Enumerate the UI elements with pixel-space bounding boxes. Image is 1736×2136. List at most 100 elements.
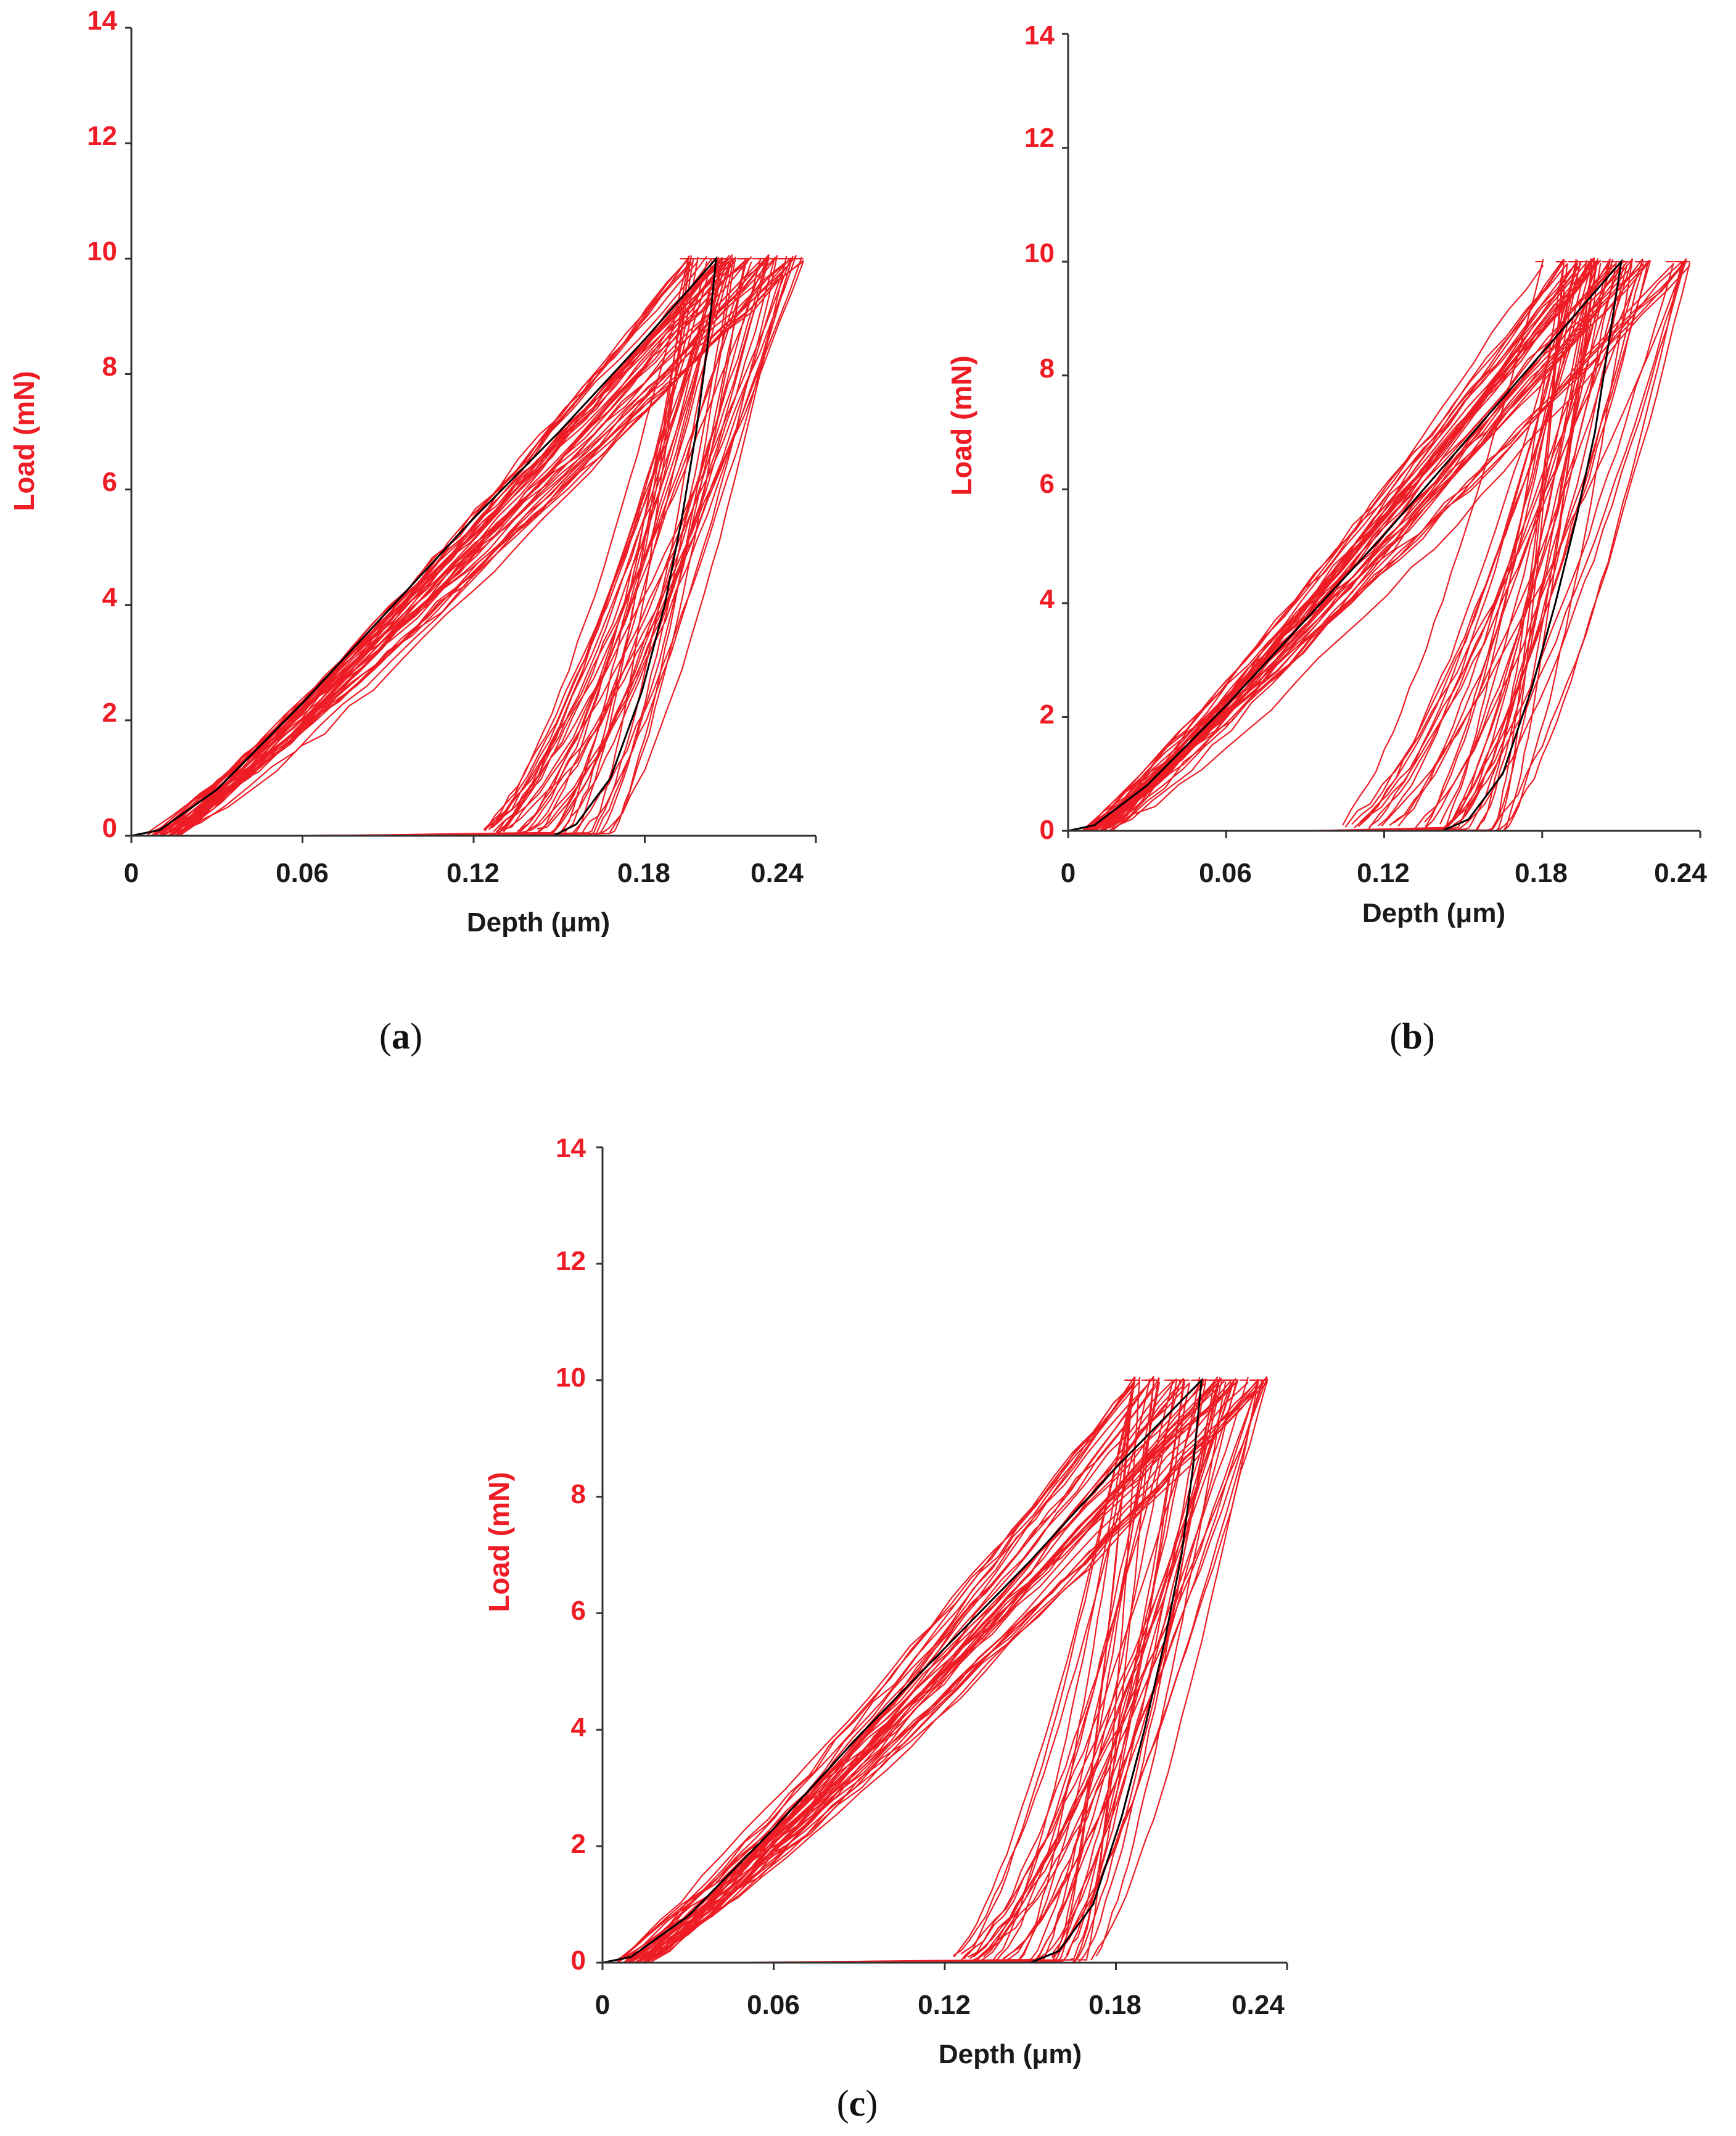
chart-b-unloading-curve <box>1309 260 1650 832</box>
chart-a-unloading-curve <box>501 255 797 831</box>
chart-c-loading-curve <box>616 1382 1151 1961</box>
chart-c-unloading-curve <box>771 1378 1154 1964</box>
chart-c-svg: Load (mN) 0 2 4 6 8 10 12 14 0 0.06 0.12… <box>483 1133 1288 2069</box>
chart-a-axis-ticks <box>125 27 817 843</box>
chart-c-xtick-0.24: 0.24 <box>1232 1990 1285 2020</box>
chart-b-loading-curve <box>1098 262 1628 832</box>
chart-b-loading-curve <box>1093 261 1565 831</box>
chart-c-unloading-curve <box>1066 1379 1207 1956</box>
chart-b-unloading-curve <box>1385 262 1683 832</box>
chart-b-x-ticks: 0 0.06 0.12 0.18 0.24 <box>1061 858 1708 888</box>
chart-c-unloading-curve <box>892 1380 1178 1964</box>
chart-c-loading-curve <box>628 1379 1259 1962</box>
chart-a-svg: Load (mN) 0 2 4 6 8 10 12 14 0 0.06 0.12… <box>8 6 817 938</box>
chart-panel-b: Load (mN) 0 2 4 6 8 10 12 14 0 0.06 0.12… <box>931 0 1736 1057</box>
chart-a-ytick-4: 4 <box>102 582 118 612</box>
chart-b-unloading-curve <box>1425 262 1581 827</box>
chart-a-xtick-0: 0 <box>124 858 139 888</box>
chart-a-xtick-0.24: 0.24 <box>751 858 804 888</box>
chart-b-loading-curve <box>1083 260 1565 831</box>
chart-b-unloading-curve <box>1320 263 1598 832</box>
chart-a-unloading-curve <box>480 261 787 837</box>
chart-c-unloading-curve <box>1052 1380 1223 1953</box>
chart-c-unloading-curve <box>1090 1381 1259 1961</box>
chart-a-ytick-2: 2 <box>102 698 117 728</box>
chart-c-unloading-curve <box>963 1378 1205 1960</box>
chart-a-loading-curve <box>153 257 690 836</box>
chart-a-ytick-8: 8 <box>102 352 117 382</box>
chart-c-ytick-0: 0 <box>571 1945 586 1976</box>
chart-a-ytick-14: 14 <box>87 6 117 36</box>
chart-b-unloading-curve <box>1415 260 1652 829</box>
chart-b-loading-curve <box>1087 258 1565 831</box>
chart-c-plot <box>596 1146 1288 1970</box>
chart-c-axis-ticks <box>596 1146 1288 1970</box>
chart-c-x-ticks: 0 0.06 0.12 0.18 0.24 <box>595 1990 1285 2020</box>
chart-a-loading-curve <box>168 261 720 836</box>
chart-a-unloading-curve <box>333 258 762 837</box>
chart-b-unloading-curve <box>1357 259 1565 832</box>
chart-c-xtick-0.06: 0.06 <box>747 1990 800 2020</box>
chart-a-xtick-0.18: 0.18 <box>617 858 670 888</box>
chart-a-unloading-curve <box>495 261 730 834</box>
chart-b-unloading-curve <box>1369 261 1582 827</box>
chart-a-mean-curve <box>131 255 718 837</box>
chart-a-unloading-curve <box>609 257 746 833</box>
chart-a-loading-curve <box>160 259 689 834</box>
chart-b-unloading-curve <box>1309 258 1611 832</box>
chart-a-ytick-0: 0 <box>102 813 117 843</box>
chart-b-ytick-2: 2 <box>1040 699 1055 730</box>
chart-panel-a: Load (mN) 0 2 4 6 8 10 12 14 0 0.06 0.12… <box>0 0 868 1057</box>
chart-a-unloading-curve <box>527 255 769 831</box>
chart-a-unloading-curve <box>493 258 720 832</box>
chart-c-unloading-curve <box>1051 1380 1263 1958</box>
chart-b-unloading-curve <box>1439 262 1595 825</box>
chart-b-unloading-curve <box>1353 260 1687 832</box>
chart-a-y-ticks: 0 2 4 6 8 10 12 14 <box>87 6 117 843</box>
chart-a-unloading-curve <box>561 255 770 833</box>
chart-b-unloading-curve <box>1318 264 1565 832</box>
chart-panel-c: Load (mN) 0 2 4 6 8 10 12 14 0 0.06 0.12… <box>469 1110 1332 2136</box>
chart-b-xtick-0.12: 0.12 <box>1357 858 1410 888</box>
chart-b-loading-curve <box>1081 264 1613 831</box>
chart-a-unloading-curves <box>263 255 804 837</box>
chart-a-unloading-curve <box>366 255 788 837</box>
chart-a-unloading-curve <box>427 260 691 837</box>
chart-c-unloading-curve <box>881 1377 1141 1964</box>
chart-c-unloading-curve <box>1095 1381 1227 1957</box>
chart-a-unloading-curve <box>484 258 728 831</box>
chart-c-ytick-2: 2 <box>571 1829 586 1859</box>
svg-text:(a): (a) <box>379 1016 422 1057</box>
chart-c-ytick-10: 10 <box>556 1363 586 1393</box>
chart-a-loading-curve <box>178 257 768 833</box>
chart-c-ytick-14: 14 <box>556 1133 586 1163</box>
chart-b-ytick-4: 4 <box>1040 584 1055 614</box>
chart-b-xtick-0.06: 0.06 <box>1199 858 1252 888</box>
panel-label-a: (a) <box>352 1012 450 1061</box>
chart-a-unloading-curve <box>580 255 778 835</box>
chart-c-unloading-curve <box>906 1382 1135 1964</box>
chart-b-loading-curve <box>1111 265 1544 831</box>
chart-b-ytick-10: 10 <box>1024 238 1055 268</box>
chart-c-unloading-curve <box>953 1376 1136 1958</box>
chart-b-xtick-0: 0 <box>1061 858 1076 888</box>
chart-c-unloading-curve <box>854 1381 1216 1964</box>
chart-a-xtick-0.12: 0.12 <box>446 858 500 888</box>
chart-b-xtick-0.18: 0.18 <box>1515 858 1568 888</box>
chart-c-y-ticks: 0 2 4 6 8 10 12 14 <box>556 1133 586 1976</box>
chart-a-plot <box>125 27 817 843</box>
chart-c-ytick-4: 4 <box>571 1712 586 1742</box>
chart-a-loading-curve <box>175 262 694 836</box>
chart-a-loading-curve <box>163 257 713 836</box>
chart-a-xlabel: Depth (μm) <box>467 907 610 938</box>
chart-a-loading-curve <box>164 261 692 835</box>
chart-c-unloading-curve <box>931 1377 1136 1964</box>
chart-a-unloading-curve <box>288 258 694 837</box>
chart-b-ytick-12: 12 <box>1024 123 1055 153</box>
chart-c-ytick-8: 8 <box>571 1479 586 1509</box>
chart-c-loading-curve <box>618 1380 1140 1963</box>
chart-c-ytick-12: 12 <box>556 1246 586 1276</box>
chart-c-loading-curve <box>636 1378 1161 1963</box>
chart-a-unloading-curve <box>596 260 747 833</box>
chart-a-unloading-curve <box>537 255 794 832</box>
